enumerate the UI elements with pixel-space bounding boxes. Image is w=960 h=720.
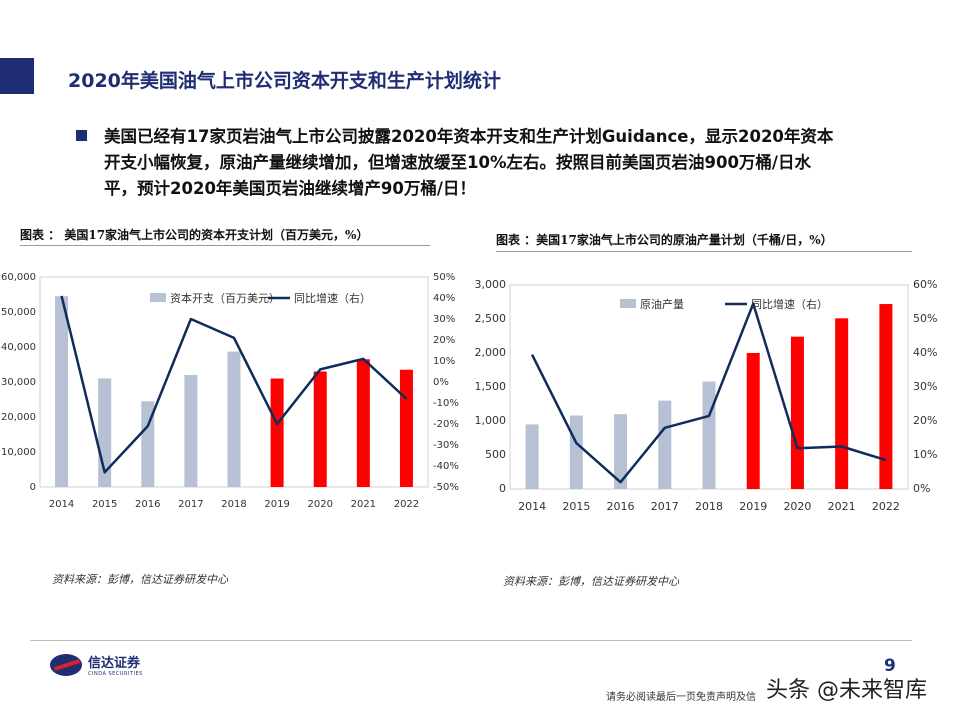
x-tick-label: 2022 [872,500,900,513]
bar-2016 [614,414,628,489]
y-right-tick-label: 0% [433,377,449,388]
y-right-tick-label: 10% [433,356,455,367]
y-right-tick-label: 0% [913,482,930,495]
bar-2014 [525,424,539,489]
summary-paragraph: 美国已经有17家页岩油气上市公司披露2020年资本开支和生产计划Guidance… [104,124,894,202]
x-tick-label: 2016 [607,500,635,513]
left-chart-caption: 图表 ： 美国17家油气上市公司的资本开支计划（百万美元，%） [20,228,369,242]
x-tick-label: 2015 [562,500,590,513]
y-right-tick-label: 40% [433,293,455,304]
left-chart-source: 资料来源：彭博，信达证券研发中心 [52,573,228,586]
y-right-tick-label: 20% [433,335,455,346]
x-tick-label: 2019 [739,500,767,513]
bar-2022 [879,304,893,489]
left-caption-underline [20,245,430,246]
y-right-tick-label: 20% [913,414,937,427]
y-right-tick-label: 40% [913,346,937,359]
y-right-tick-label: -20% [433,419,459,430]
disclaimer-text: 请务必阅读最后一页免责声明及信 [606,692,756,703]
bar-2020 [790,336,804,489]
page-title: 2020年美国油气上市公司资本开支和生产计划统计 [68,70,501,92]
legend-bar-label: 原油产量 [640,297,684,311]
corner-accent-block [0,58,34,94]
summary-line-2: 开支小幅恢复，原油产量继续增加，但增速放缓至10%左右。按照目前美国页岩油900… [104,153,811,172]
x-tick-label: 2021 [828,500,856,513]
x-tick-label: 2018 [221,499,246,510]
y-left-tick-label: 10,000 [1,447,36,458]
y-left-tick-label: 0 [499,482,506,495]
y-left-tick-label: 3,000 [475,278,507,291]
y-left-tick-label: 2,000 [475,346,507,359]
bar-2015 [569,415,583,489]
page-number: 9 [884,656,896,676]
y-left-tick-label: 2,500 [475,312,507,325]
x-tick-label: 2018 [695,500,723,513]
x-tick-label: 2019 [264,499,289,510]
oil-production-chart: 0 500 1,000 1,500 2,000 2,500 3,000 0% 10% 20% 30%… [475,278,938,513]
bullet-square-icon [76,130,87,141]
legend-bar-swatch [150,293,166,302]
right-caption-underline [496,251,912,252]
capex-chart: 0 10,000 20,000 30,000 40,000 50,000 60,000 -50… [1,272,459,510]
bar-2014 [55,296,69,487]
y-left-tick-label: 0 [30,482,36,493]
right-chart-source: 资料来源：彭博，信达证券研发中心 [503,575,679,588]
bar-2017 [184,375,198,487]
y-right-tick-label: 50% [913,312,937,325]
legend-line-label: 同比增速（右） [751,297,828,311]
logo-name-en: CINDA SECURITIES [88,671,143,677]
bar-2022 [399,369,413,487]
y-right-tick-label: -40% [433,461,459,472]
company-logo: 信达证券 CINDA SECURITIES [50,652,143,677]
y-left-tick-label: 60,000 [1,272,36,283]
logo-name-cn: 信达证券 [88,656,141,671]
bar-2021 [835,318,849,489]
bar-2019 [746,353,760,489]
bar-2016 [141,401,155,487]
y-left-tick-label: 50,000 [1,307,36,318]
y-right-tick-label: 10% [913,448,937,461]
y-left-tick-label: 30,000 [1,377,36,388]
y-left-tick-label: 40,000 [1,342,36,353]
x-tick-label: 2022 [394,499,419,510]
y-right-tick-label: 60% [913,278,937,291]
bar-2018 [227,351,241,487]
summary-line-1: 美国已经有17家页岩油气上市公司披露2020年资本开支和生产计划Guidance… [104,127,834,146]
x-tick-label: 2014 [49,499,74,510]
y-left-tick-label: 20,000 [1,412,36,423]
y-right-tick-label: 50% [433,272,455,283]
y-right-tick-label: -30% [433,440,459,451]
legend-line-label: 同比增速（右） [294,291,371,305]
x-tick-label: 2017 [651,500,679,513]
x-tick-label: 2014 [518,500,546,513]
legend-bar-swatch [620,299,636,308]
x-tick-label: 2016 [135,499,160,510]
y-right-tick-label: 30% [913,380,937,393]
legend-bar-label: 资本开支（百万美元） [170,291,280,305]
watermark-text: 头条 @未来智库 [766,678,927,703]
x-tick-label: 2020 [783,500,811,513]
bar-2017 [658,400,672,489]
x-tick-label: 2021 [351,499,376,510]
y-left-tick-label: 1,000 [475,414,507,427]
right-chart-caption: 图表 ：美国17家油气上市公司的原油产量计划（千桶/日，%） [496,233,833,247]
footer-divider [30,640,912,641]
x-tick-label: 2015 [92,499,117,510]
y-right-tick-label: -10% [433,398,459,409]
y-right-tick-label: -50% [433,482,459,493]
y-right-tick-label: 30% [433,314,455,325]
x-tick-label: 2020 [307,499,332,510]
summary-line-3: 平，预计2020年美国页岩油继续增产90万桶/日！ [104,179,476,198]
logo-globe-icon [50,653,82,676]
bar-2021 [356,359,370,487]
bar-2020 [313,371,327,487]
x-tick-label: 2017 [178,499,203,510]
y-left-tick-label: 500 [485,448,506,461]
bar-2019 [270,378,284,487]
y-left-tick-label: 1,500 [475,380,507,393]
bar-2018 [702,381,716,489]
